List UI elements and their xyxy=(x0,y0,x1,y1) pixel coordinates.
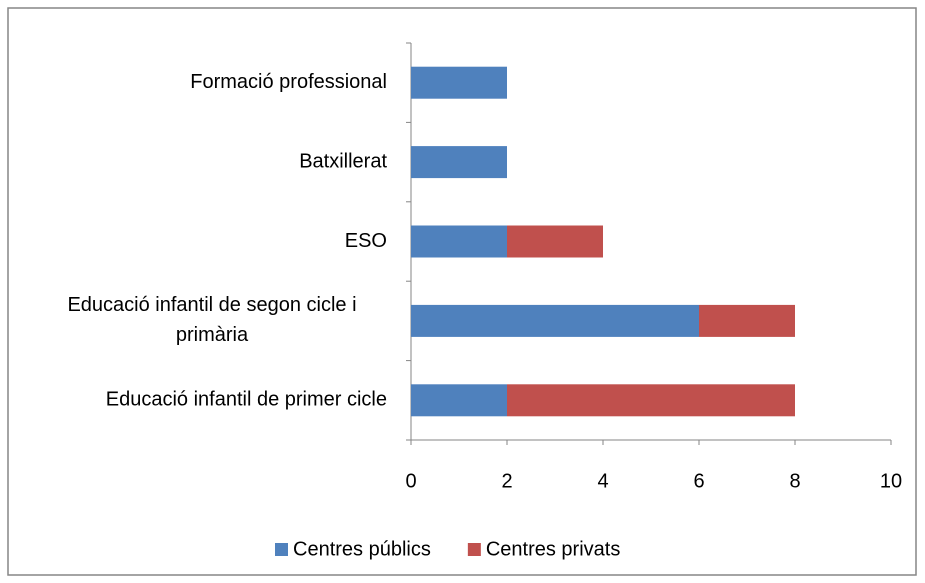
x-tick-label: 4 xyxy=(597,470,608,492)
y-tick-label: Batxillerat xyxy=(299,150,387,172)
x-tick-label: 8 xyxy=(789,470,800,492)
bar xyxy=(411,66,507,99)
x-tick-label: 10 xyxy=(880,470,902,492)
y-tick-label: Formació professional xyxy=(190,71,387,93)
bar xyxy=(411,384,507,417)
bar xyxy=(411,304,699,337)
chart-border xyxy=(7,7,917,576)
bar xyxy=(507,384,795,417)
y-tick-label: Educació infantil de primer cicle xyxy=(106,389,387,411)
y-tick-label: Educació infantil de segon cicle i primàr… xyxy=(67,294,356,346)
legend-swatch xyxy=(467,543,481,556)
x-tick-label: 0 xyxy=(405,470,416,492)
bar xyxy=(411,225,507,258)
legend-label: Centres privats xyxy=(486,538,621,560)
bar xyxy=(411,146,507,179)
y-tick-label: ESO xyxy=(345,230,387,252)
legend-swatch xyxy=(275,543,288,556)
x-tick-label: 2 xyxy=(501,470,512,492)
bar xyxy=(507,225,603,258)
bar xyxy=(699,304,795,337)
x-tick-label: 6 xyxy=(693,470,704,492)
legend-label: Centres públics xyxy=(293,538,431,560)
